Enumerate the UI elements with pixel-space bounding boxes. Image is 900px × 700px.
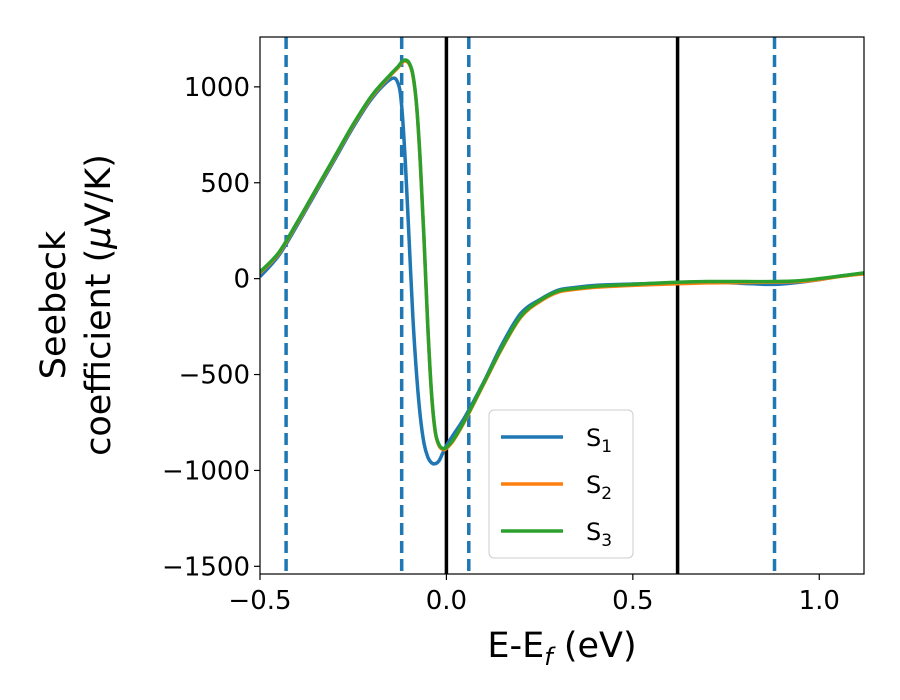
- y-axis-label-unit: V/K): [79, 154, 119, 226]
- plot-frame: [259, 36, 865, 575]
- y-axis-label-line2: coefficient (μV/K): [79, 154, 119, 456]
- x-axis-ticks: −0.5 0.0 0.5 1.0: [228, 574, 840, 616]
- y-tick-label: 0: [233, 265, 250, 295]
- legend-label-sub: 2: [601, 484, 612, 504]
- y-tick-label: 1000: [184, 73, 250, 103]
- reference-lines: [284, 37, 777, 574]
- y-axis-label-line1: Seebeck: [34, 230, 74, 379]
- legend-label-s3: S3: [586, 518, 612, 551]
- legend-label-s1: S1: [586, 424, 612, 457]
- series-line-s3: [260, 58, 864, 451]
- y-tick-label: −1500: [162, 552, 250, 582]
- legend-label-main: S: [586, 424, 601, 452]
- x-axis-label-unit: (eV): [553, 626, 637, 666]
- series-lines: [260, 58, 864, 466]
- y-axis-label-mu: μ: [79, 226, 119, 249]
- x-axis-label-main: E-E: [487, 626, 544, 666]
- legend-label-main: S: [586, 471, 601, 499]
- x-axis-label: E-Ef (eV): [487, 626, 636, 671]
- x-tick-label: 0.0: [426, 586, 467, 616]
- y-axis-label: Seebeck coefficient (μV/K): [34, 154, 119, 456]
- legend-label-s2: S2: [586, 471, 612, 504]
- x-tick-label: 0.5: [612, 586, 653, 616]
- legend-label-main: S: [586, 518, 601, 546]
- y-tick-label: 500: [200, 169, 250, 199]
- y-axis-ticks: −1500 −1000 −500 0 500 1000: [162, 73, 260, 582]
- x-tick-label: −0.5: [228, 586, 291, 616]
- legend-label-sub: 3: [601, 531, 612, 551]
- y-tick-label: −500: [179, 361, 250, 391]
- legend-label-sub: 1: [601, 437, 612, 457]
- y-tick-label: −1000: [162, 456, 250, 486]
- y-axis-label-coefficient: coefficient (: [79, 249, 119, 456]
- x-tick-label: 1.0: [799, 586, 840, 616]
